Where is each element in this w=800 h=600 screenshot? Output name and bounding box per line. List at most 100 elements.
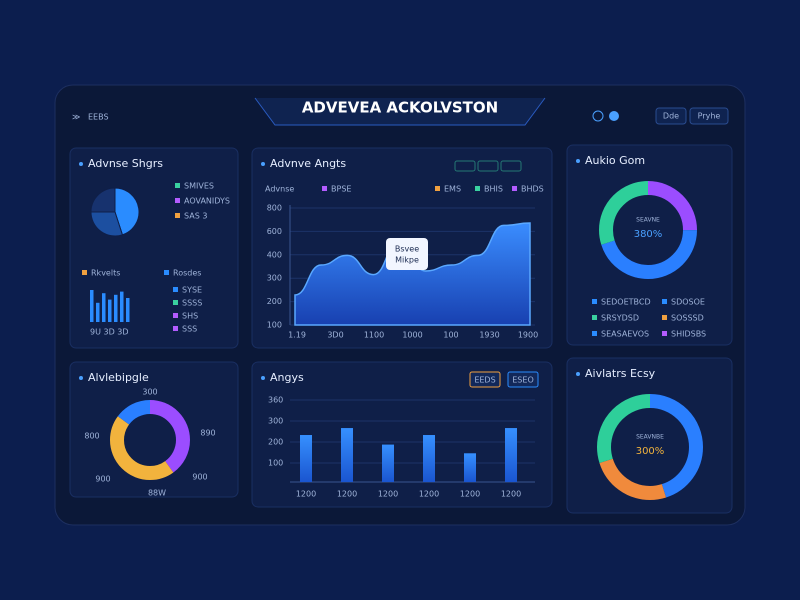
- bar: [300, 435, 312, 482]
- toggle: [500, 160, 522, 172]
- x-tick-label: 1900: [518, 331, 538, 340]
- legend-swatch: [592, 331, 597, 336]
- bar: [120, 291, 124, 322]
- y-tick-label: 200: [268, 438, 283, 447]
- donut-caption: SEAVNBE: [636, 434, 664, 441]
- donut-segment: [110, 400, 190, 480]
- donut-label: 900: [95, 475, 110, 484]
- bar: [423, 435, 435, 482]
- legend-label: BHIS: [484, 185, 503, 194]
- bar: [126, 298, 130, 322]
- x-tick-label: 1100: [364, 331, 384, 340]
- legend-swatch: [662, 315, 667, 320]
- bar: [505, 428, 517, 482]
- legend-swatch: [173, 287, 178, 292]
- legend-swatch: [662, 299, 667, 304]
- tooltip-text: Mikpe: [395, 256, 419, 265]
- section-title: Rosdes: [173, 269, 201, 278]
- panel: [69, 147, 239, 349]
- swatch: [82, 270, 87, 275]
- legend-swatch: [173, 313, 178, 318]
- bullet: [261, 376, 265, 380]
- bar: [382, 444, 394, 482]
- legend-swatch: [175, 213, 180, 218]
- y-tick-label: 300: [267, 274, 282, 283]
- legend-label: SYSE: [182, 286, 202, 295]
- legend-swatch: [475, 186, 480, 191]
- toggle: [477, 160, 499, 172]
- legend-label: SHS: [182, 312, 198, 321]
- panel-title: Advnve Angts: [270, 157, 346, 170]
- y-tick-label: 200: [267, 297, 282, 306]
- y-tick-label: 100: [268, 459, 283, 468]
- x-tick-label: 3D0: [327, 331, 343, 340]
- bullet: [79, 376, 83, 380]
- bar: [108, 299, 112, 322]
- axis-title: Advnse: [265, 185, 294, 194]
- bullet: [576, 159, 580, 163]
- bullet: [261, 162, 265, 166]
- bullet: [576, 372, 580, 376]
- button[interactable]: [689, 107, 729, 125]
- panel-title: Aivlatrs Ecsy: [585, 367, 656, 380]
- logo-text: EEBS: [88, 113, 109, 122]
- panel: [69, 361, 239, 498]
- legend-swatch: [435, 186, 440, 191]
- legend-label: SEDOETBCD: [601, 298, 651, 307]
- donut-label: 88W: [148, 489, 166, 498]
- donut-segment: [110, 400, 190, 480]
- x-tick-label: 1200: [460, 490, 480, 499]
- y-tick-label: 360: [268, 396, 283, 405]
- tooltip-text: Bsvee: [395, 245, 419, 254]
- button[interactable]: [469, 371, 501, 388]
- button-label: Dde: [663, 112, 679, 121]
- legend-swatch: [175, 183, 180, 188]
- legend-swatch: [512, 186, 517, 191]
- bar: [90, 290, 94, 322]
- legend-label: EMS: [444, 185, 461, 194]
- donut-label: 800: [84, 432, 99, 441]
- x-tick-label: 1930: [479, 331, 499, 340]
- section-title: Rkvelts: [91, 269, 120, 278]
- x-tick-label: 1200: [419, 490, 439, 499]
- donut-segment: [597, 394, 703, 500]
- bar: [96, 302, 100, 322]
- x-tick-label: 1200: [337, 490, 357, 499]
- donut-caption: SEAVNE: [636, 217, 660, 224]
- x-tick-label: 1.19: [288, 331, 306, 340]
- legend-swatch: [592, 299, 597, 304]
- legend-label: SSSS: [182, 299, 202, 308]
- legend-label: SSS: [182, 325, 197, 334]
- y-tick-label: 600: [267, 227, 282, 236]
- donut-label: 890: [200, 429, 215, 438]
- x-tick-label: 1200: [296, 490, 316, 499]
- pie-slice: [114, 187, 140, 236]
- icon: [592, 110, 604, 122]
- donut-label: 900: [192, 473, 207, 482]
- legend-label: BHDS: [521, 185, 544, 194]
- legend-label: BPSE: [331, 185, 351, 194]
- axis-label: 9U 3D 3D: [90, 328, 129, 337]
- panel-title: Aukio Gom: [585, 154, 645, 167]
- legend-label: SOSSSD: [671, 314, 704, 323]
- legend-label: SAS 3: [184, 212, 207, 221]
- panel-title: Angys: [270, 371, 304, 384]
- panel: [251, 361, 553, 508]
- y-tick-label: 400: [267, 250, 282, 259]
- y-tick-label: 800: [267, 204, 282, 213]
- donut-segment: [599, 181, 697, 279]
- donut-center: 380%: [634, 229, 663, 240]
- legend-swatch: [175, 198, 180, 203]
- legend-label: SMIVES: [184, 182, 214, 191]
- legend-swatch: [662, 331, 667, 336]
- bar: [464, 453, 476, 482]
- swatch: [164, 270, 169, 275]
- donut-label: 300: [142, 388, 157, 397]
- title: ADVEVEA ACKOLVSTON: [302, 99, 498, 117]
- button[interactable]: [655, 107, 687, 125]
- panel-title: Alvlebipgle: [88, 371, 149, 384]
- panel: [566, 144, 733, 346]
- x-tick-label: 1200: [501, 490, 521, 499]
- button[interactable]: [507, 371, 539, 388]
